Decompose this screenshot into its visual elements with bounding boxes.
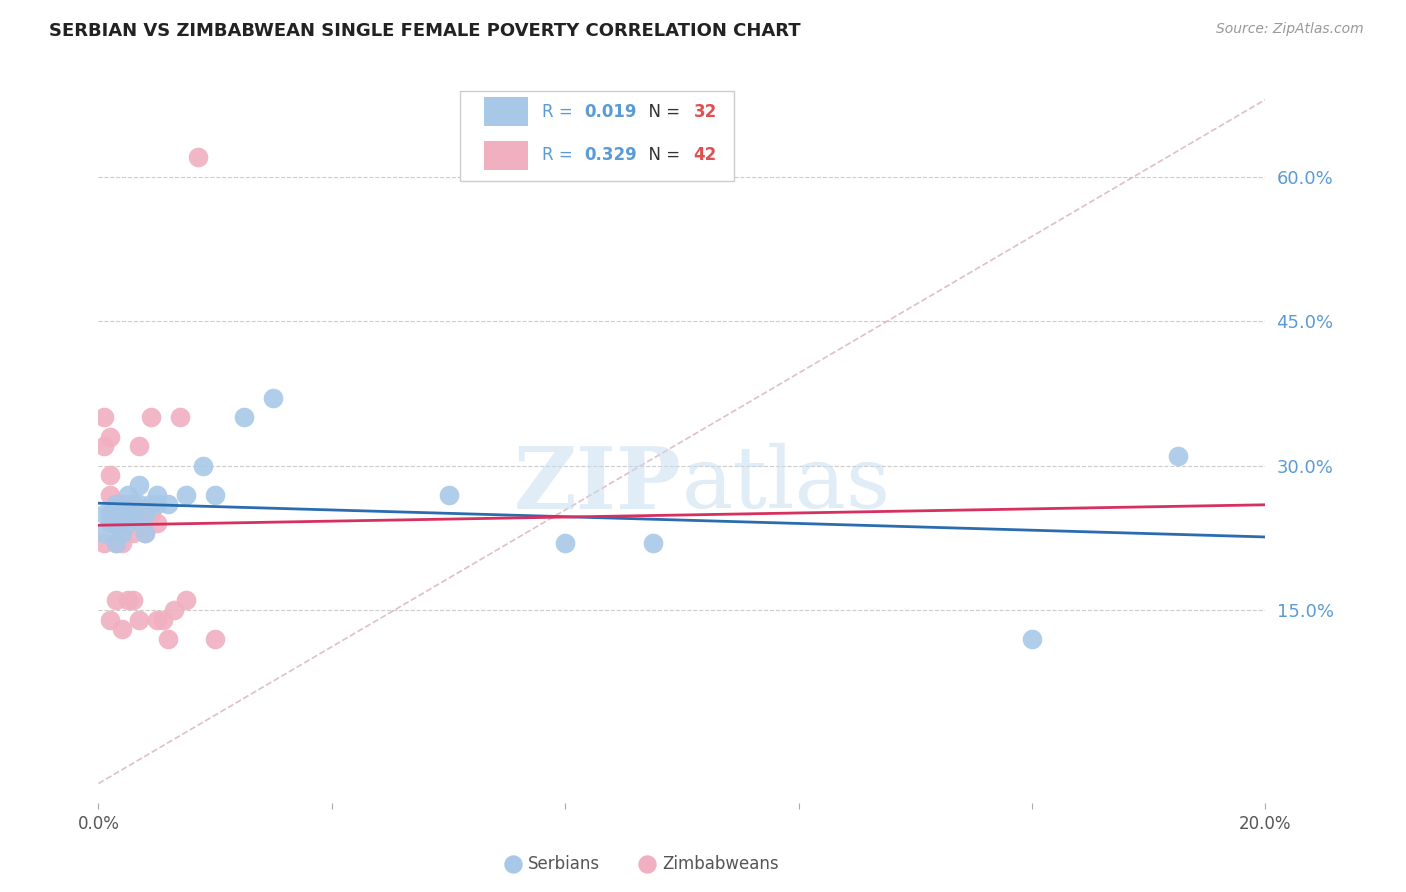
Point <box>437 487 460 501</box>
Point <box>93 526 115 541</box>
Text: N =: N = <box>637 146 685 164</box>
Point <box>1021 632 1043 646</box>
Point <box>174 487 197 501</box>
Point <box>134 507 156 521</box>
Text: Serbians: Serbians <box>527 855 600 873</box>
Point <box>117 516 139 531</box>
Point <box>187 150 209 164</box>
Point <box>111 507 134 521</box>
Point <box>134 526 156 541</box>
Text: R =: R = <box>541 146 578 164</box>
Point <box>104 497 127 511</box>
Text: N =: N = <box>637 103 685 120</box>
Text: ZIP: ZIP <box>515 443 682 527</box>
Text: 0.019: 0.019 <box>583 103 637 120</box>
Point <box>139 410 162 425</box>
Point <box>98 516 121 531</box>
Point <box>111 507 134 521</box>
Point <box>262 391 284 405</box>
Point <box>117 487 139 501</box>
Point <box>163 603 186 617</box>
Point <box>98 468 121 483</box>
Point <box>117 516 139 531</box>
Point <box>146 497 169 511</box>
Point <box>98 507 121 521</box>
FancyBboxPatch shape <box>460 91 734 181</box>
Point <box>146 487 169 501</box>
Point <box>128 478 150 492</box>
Point <box>111 507 134 521</box>
Point <box>111 526 134 541</box>
Point <box>111 526 134 541</box>
Point <box>104 497 127 511</box>
Point <box>117 497 139 511</box>
Point <box>204 487 226 501</box>
Point <box>134 507 156 521</box>
Point <box>111 535 134 549</box>
Point <box>122 507 145 521</box>
FancyBboxPatch shape <box>484 141 527 169</box>
Point <box>146 613 169 627</box>
Point <box>122 497 145 511</box>
Point <box>193 458 215 473</box>
Point <box>93 507 115 521</box>
Point <box>134 526 156 541</box>
Point <box>122 526 145 541</box>
Point <box>169 410 191 425</box>
Point <box>174 593 197 607</box>
Point <box>128 439 150 453</box>
Point <box>122 593 145 607</box>
Point <box>128 497 150 511</box>
Point <box>204 632 226 646</box>
Point <box>111 623 134 637</box>
Point <box>111 497 134 511</box>
Text: atlas: atlas <box>682 443 891 526</box>
Point <box>104 516 127 531</box>
Point <box>122 507 145 521</box>
Point <box>641 535 664 549</box>
Point <box>98 430 121 444</box>
Point <box>98 507 121 521</box>
Point <box>98 487 121 501</box>
Point <box>1167 449 1189 463</box>
Point <box>117 507 139 521</box>
Text: 0.329: 0.329 <box>583 146 637 164</box>
Point <box>93 410 115 425</box>
Point <box>128 507 150 521</box>
Text: SERBIAN VS ZIMBABWEAN SINGLE FEMALE POVERTY CORRELATION CHART: SERBIAN VS ZIMBABWEAN SINGLE FEMALE POVE… <box>49 22 801 40</box>
Point <box>104 535 127 549</box>
Point <box>139 507 162 521</box>
Point <box>104 535 127 549</box>
Point <box>93 439 115 453</box>
Point <box>152 613 174 627</box>
Point <box>117 593 139 607</box>
FancyBboxPatch shape <box>484 97 527 127</box>
Point <box>104 507 127 521</box>
Point <box>104 593 127 607</box>
Point <box>157 632 180 646</box>
Point <box>554 535 576 549</box>
Text: Source: ZipAtlas.com: Source: ZipAtlas.com <box>1216 22 1364 37</box>
Point <box>157 497 180 511</box>
Point <box>233 410 256 425</box>
Point <box>146 516 169 531</box>
Point <box>139 497 162 511</box>
Text: R =: R = <box>541 103 578 120</box>
Text: 42: 42 <box>693 146 717 164</box>
Point <box>98 613 121 627</box>
Text: Zimbabweans: Zimbabweans <box>662 855 779 873</box>
Point <box>93 535 115 549</box>
Point <box>122 497 145 511</box>
Point <box>104 516 127 531</box>
Text: 32: 32 <box>693 103 717 120</box>
Point <box>128 613 150 627</box>
